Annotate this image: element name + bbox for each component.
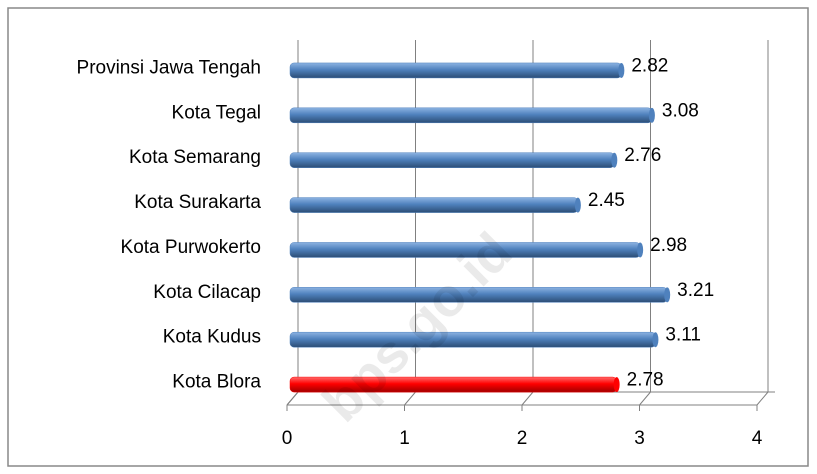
y-tick-label: Kota Purwokerto (121, 237, 261, 258)
data-label: 2.78 (627, 370, 664, 391)
bar-cap (664, 287, 671, 303)
y-tick-label: Kota Tegal (172, 102, 261, 123)
bar (289, 107, 653, 124)
data-label: 2.82 (631, 55, 668, 76)
grid-floor-line (521, 391, 534, 406)
y-tick-label: Kota Surakarta (134, 192, 261, 213)
bar (289, 331, 656, 348)
bar-cap (611, 152, 618, 168)
bar-cap (574, 197, 581, 213)
bar-cap (613, 377, 620, 393)
data-label: 2.45 (588, 190, 625, 211)
y-tick-label: Kota Semarang (129, 147, 261, 168)
x-tick-label: 2 (517, 428, 528, 449)
grid-floor-line (639, 391, 651, 406)
data-label: 3.21 (677, 280, 714, 301)
y-tick-label: Kota Blora (172, 372, 261, 393)
x-tick-label: 0 (282, 428, 293, 449)
bar-cap (637, 242, 644, 258)
bar-cap (652, 332, 659, 348)
bar (289, 152, 615, 168)
y-tick-label: Kota Kudus (163, 327, 261, 348)
data-label: 3.08 (662, 100, 699, 121)
data-label: 2.76 (624, 145, 661, 166)
data-label: 3.11 (665, 325, 701, 346)
x-tick-label: 3 (634, 428, 645, 449)
bar-cap (648, 107, 655, 123)
bar-cap (618, 62, 625, 78)
data-label: 2.98 (650, 235, 687, 256)
y-tick-label: Provinsi Jawa Tengah (77, 57, 261, 78)
bar (289, 197, 579, 213)
grid-floor-line (756, 391, 769, 406)
bar (289, 62, 622, 79)
x-tick-label: 1 (399, 428, 410, 449)
grid-floor-line (286, 391, 299, 406)
x-tick-label: 4 (752, 428, 763, 449)
y-tick-label: Kota Cilacap (153, 282, 261, 303)
grid-floor-line (404, 391, 416, 406)
